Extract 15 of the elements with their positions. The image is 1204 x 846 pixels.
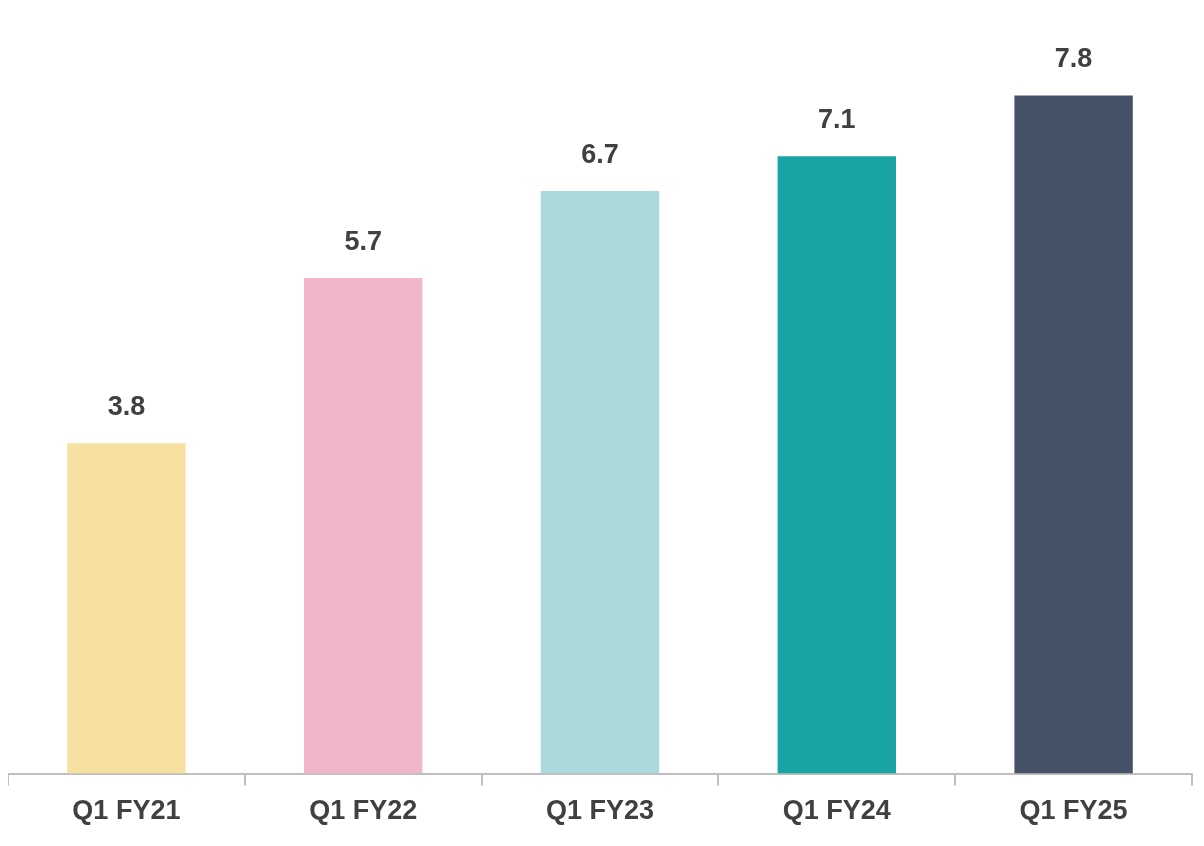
data-label: 7.8	[1054, 43, 1093, 74]
data-label: 7.1	[818, 104, 856, 135]
x-tick-label: Q1 FY23	[545, 795, 655, 826]
x-tick-label: Q1 FY21	[72, 795, 181, 826]
bar	[304, 277, 423, 774]
bar	[67, 443, 186, 774]
x-tick-label: Q1 FY22	[309, 795, 418, 826]
data-label: 5.7	[344, 225, 382, 256]
data-label: 6.7	[581, 138, 619, 169]
bar	[777, 156, 896, 774]
bar	[540, 191, 660, 774]
x-tick-label: Q1 FY25	[1019, 795, 1128, 826]
bar	[1014, 95, 1133, 774]
data-label: 3.8	[107, 391, 146, 422]
x-tick-label: Q1 FY24	[782, 795, 891, 826]
